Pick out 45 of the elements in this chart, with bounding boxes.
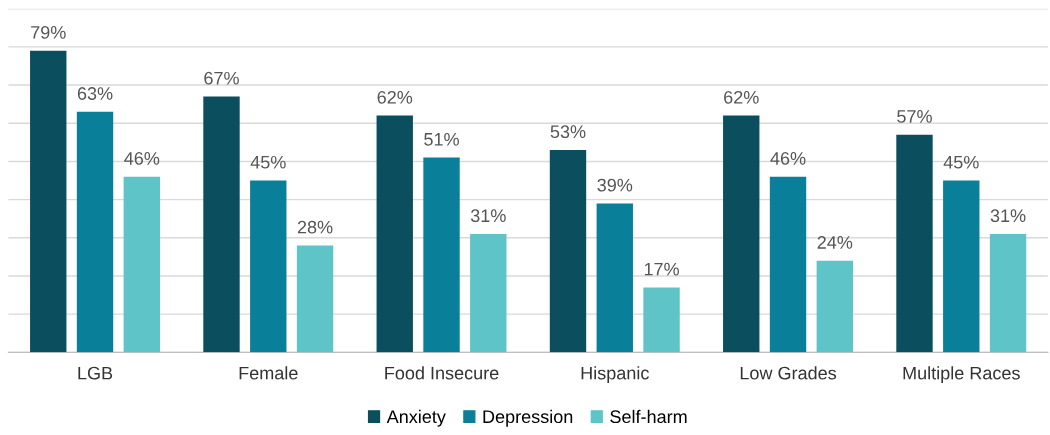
data-label: 39% (597, 178, 633, 192)
bar (123, 176, 160, 353)
data-label: 46% (124, 152, 160, 165)
legend-label: Depression (483, 409, 573, 427)
bar (769, 176, 807, 353)
data-label: 57% (897, 110, 932, 123)
data-label: 24% (817, 236, 853, 249)
data-label: 45% (943, 155, 979, 169)
bar (423, 157, 460, 353)
x-tick-label: Low Grades (740, 366, 837, 380)
x-tick-label: Female (239, 366, 298, 380)
x-tick-label: Multiple Races (903, 366, 1020, 384)
data-label: 45% (250, 155, 286, 169)
data-label: 28% (297, 220, 333, 234)
bar (203, 96, 240, 353)
bar (989, 233, 1027, 353)
legend-label: Self-harm (610, 409, 687, 424)
bar (943, 180, 980, 353)
data-label: 53% (550, 125, 586, 139)
x-tick-label: LGB (78, 366, 113, 380)
data-label: 79% (31, 26, 66, 39)
bar (76, 111, 114, 353)
data-label: 62% (724, 90, 759, 104)
bar (596, 203, 633, 353)
data-label: 62% (377, 90, 413, 104)
bar (470, 233, 507, 353)
legend-label: Anxiety (386, 409, 446, 427)
data-label: 31% (470, 209, 506, 223)
data-label: 17% (644, 262, 679, 276)
bar (816, 260, 853, 353)
data-label: 51% (424, 133, 459, 146)
bar (30, 50, 67, 353)
bar (250, 180, 287, 353)
bar (376, 115, 413, 353)
x-tick-label: Food Insecure (385, 366, 499, 380)
bar (549, 149, 587, 353)
data-label: 67% (204, 71, 239, 85)
bar (296, 245, 334, 353)
bar (896, 134, 933, 353)
data-label: 63% (77, 87, 113, 100)
x-tick-label: Hispanic (581, 366, 649, 384)
data-label: 31% (990, 209, 1026, 223)
bar (723, 115, 760, 353)
data-label: 46% (770, 152, 806, 165)
bar (643, 287, 680, 353)
